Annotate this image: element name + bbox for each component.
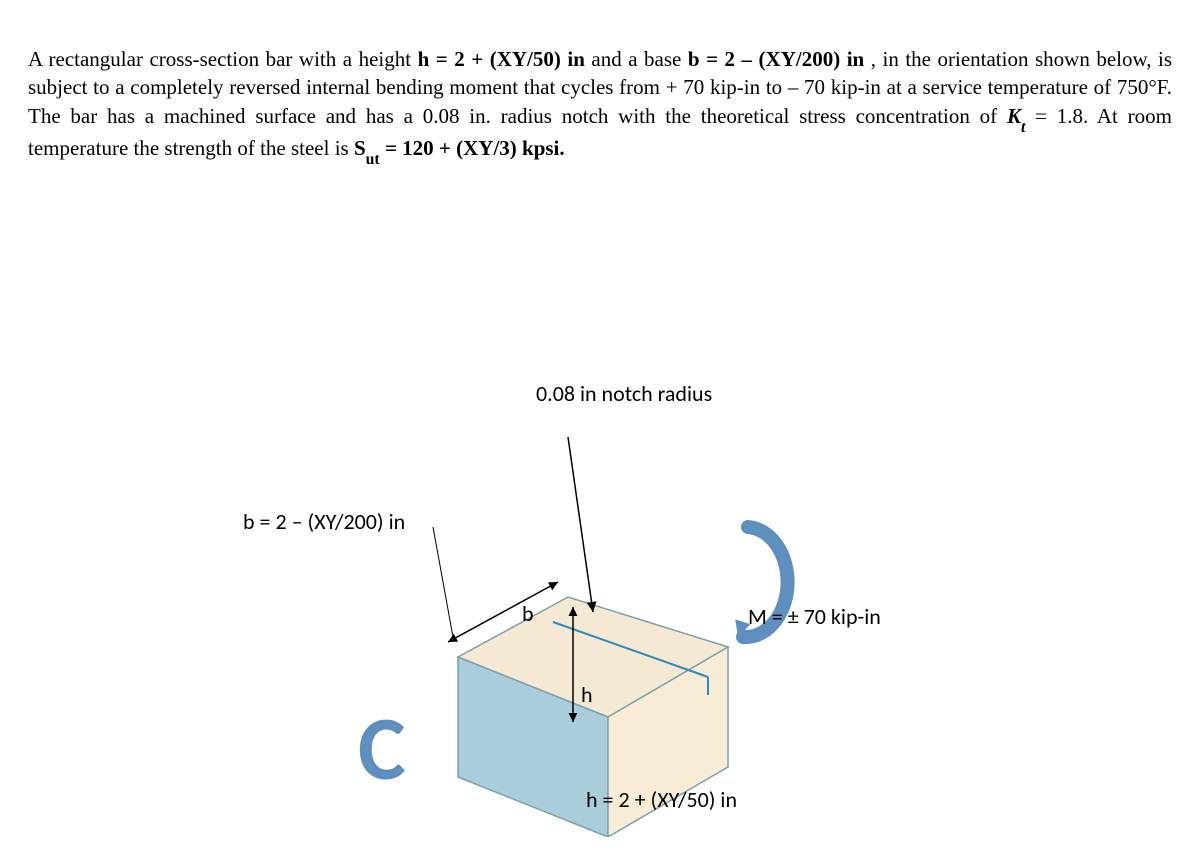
kt-sub: t <box>1021 119 1025 136</box>
txt: and a base <box>591 47 687 71</box>
moment-left-icon: C <box>358 689 406 811</box>
h-dim-label: h = 2 + (XY/50) in <box>586 785 737 815</box>
sut: S <box>354 136 366 160</box>
b-letter: b <box>522 599 534 629</box>
h-eq: h = 2 + (XY/50) in <box>418 47 585 71</box>
txt: A rectangular cross-section bar with a h… <box>28 47 418 71</box>
bar-diagram <box>28 377 1172 837</box>
kt: K <box>1007 104 1021 128</box>
sut-sub: ut <box>366 151 380 168</box>
figure: 0.08 in notch radius b = 2 – (XY/200) in… <box>28 377 1172 837</box>
notch-label: 0.08 in notch radius <box>536 379 712 409</box>
sut-val: = 120 + (XY/3) kpsi. <box>385 136 565 160</box>
m-label: M = ± 70 kip-in <box>748 602 881 632</box>
b-eq: b = 2 – (XY/200) in <box>688 47 864 71</box>
problem-text: A rectangular cross-section bar with a h… <box>28 45 1172 167</box>
b-dim-label: b = 2 – (XY/200) in <box>243 507 405 537</box>
h-letter: h <box>581 680 593 710</box>
